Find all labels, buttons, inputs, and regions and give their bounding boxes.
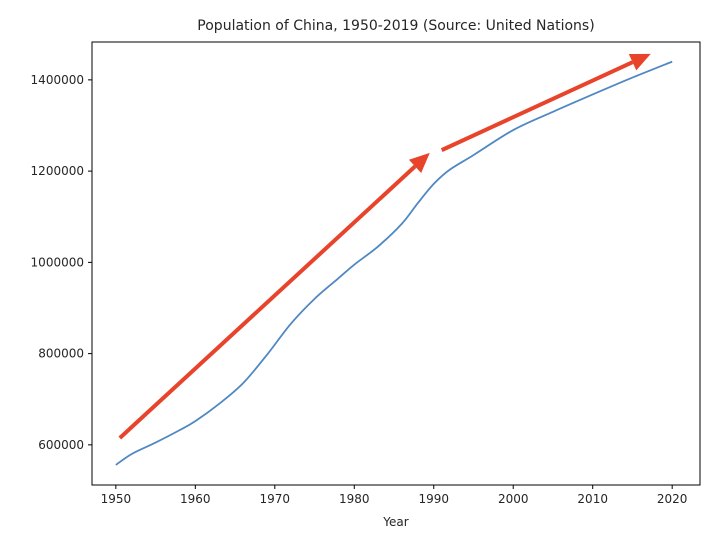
- x-tick-label: 1970: [260, 492, 291, 506]
- y-axis: 600000 800000 1000000 1200000 1400000: [31, 73, 92, 452]
- arrow-head: [408, 152, 430, 174]
- series-line: [115, 60, 673, 466]
- plot-frame: [91, 41, 701, 486]
- arrow-shaft: [440, 60, 634, 152]
- x-tick-label: 2000: [498, 492, 529, 506]
- arrow-head: [628, 53, 651, 71]
- y-tick-label: 1200000: [31, 164, 84, 178]
- x-tick-label: 2020: [657, 492, 688, 506]
- y-tick-label: 800000: [38, 347, 84, 361]
- annotation-arrow: [440, 53, 651, 152]
- x-tick-label: 1960: [180, 492, 211, 506]
- chart-title: Population of China, 1950-2019 (Source: …: [197, 18, 594, 34]
- annotation-arrow: [118, 152, 430, 440]
- x-axis-label: Year: [382, 515, 408, 529]
- x-axis: 1950 1960 1970 1980 1990 2000 2010 2020: [101, 485, 688, 506]
- x-tick-label: 1990: [418, 492, 449, 506]
- y-tick-label: 1000000: [31, 255, 84, 269]
- x-tick-label: 1950: [101, 492, 132, 506]
- plot-area: [115, 53, 673, 466]
- x-tick-label: 2010: [577, 492, 608, 506]
- arrow-shaft: [118, 164, 417, 440]
- y-tick-label: 600000: [38, 438, 84, 452]
- y-tick-label: 1400000: [31, 73, 84, 87]
- x-tick-label: 1980: [339, 492, 370, 506]
